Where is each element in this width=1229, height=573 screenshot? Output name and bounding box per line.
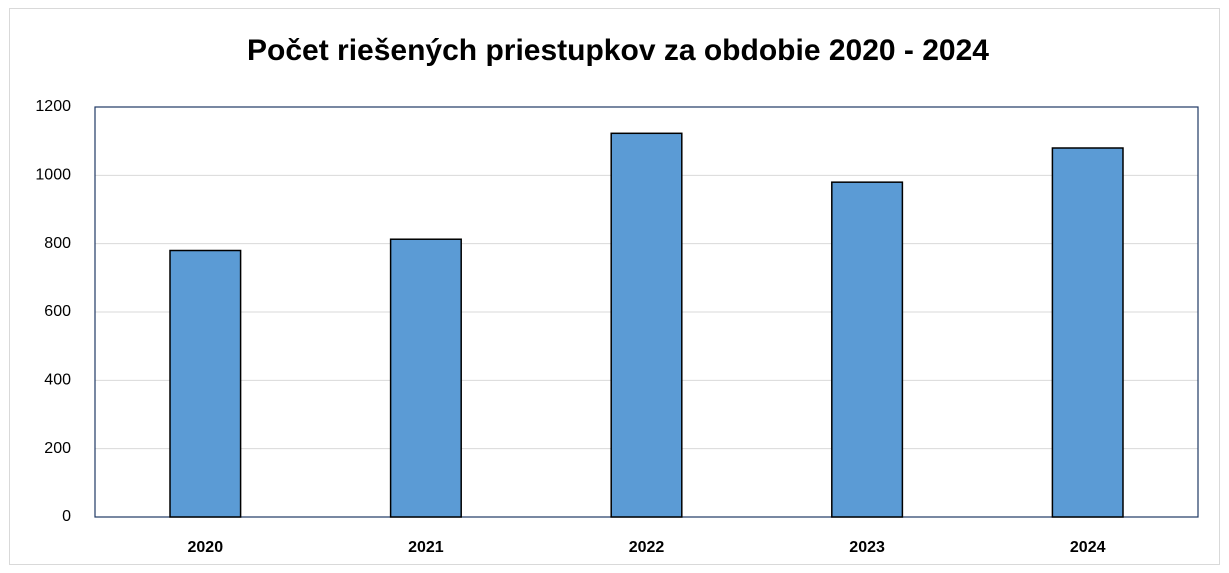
y-tick-label: 600 — [44, 303, 71, 320]
x-tick-label: 2020 — [188, 539, 224, 556]
x-tick-label: 2021 — [408, 539, 444, 556]
y-tick-label: 1000 — [35, 167, 71, 184]
bar — [831, 181, 904, 518]
bar — [610, 132, 683, 518]
chart-title: Počet riešených priestupkov za obdobie 2… — [247, 34, 989, 67]
y-tick-label: 400 — [44, 372, 71, 389]
bar — [1051, 147, 1124, 518]
bar — [389, 238, 462, 518]
y-tick-label: 0 — [62, 508, 71, 525]
y-tick-label: 200 — [44, 440, 71, 457]
bar — [169, 249, 242, 518]
x-tick-label: 2022 — [629, 539, 665, 556]
y-tick-label: 800 — [44, 235, 71, 252]
x-tick-label: 2024 — [1070, 539, 1106, 556]
y-tick-label: 1200 — [35, 98, 71, 115]
x-tick-label: 2023 — [849, 539, 885, 556]
